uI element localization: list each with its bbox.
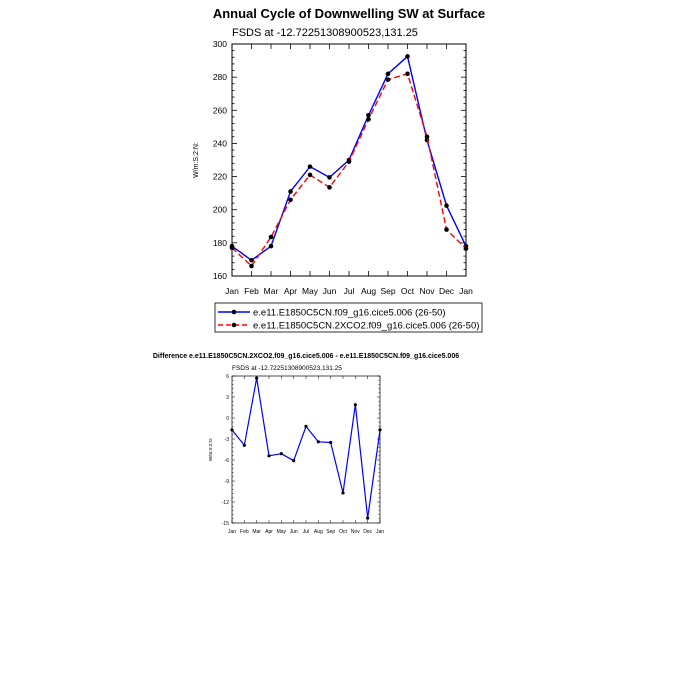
data-point [366,112,371,118]
y-tick-label: 160 [213,271,227,281]
data-point [307,172,313,178]
chart-title: Annual Cycle of Downwelling SW at Surfac… [213,6,485,21]
y-tick-label: 240 [213,138,227,148]
data-point [327,175,332,180]
x-tick-label: Dec [439,286,455,296]
data-point [307,164,313,169]
y-tick-label: 300 [213,39,227,49]
data-point [378,428,382,432]
data-point [279,452,283,456]
data-point [230,428,234,432]
x-tick-label: Feb [244,286,259,296]
x-tick-label: Jan [225,286,239,296]
data-point [255,376,259,380]
x-tick-label: Apr [284,286,297,296]
x-tick-label: Jan [459,286,473,296]
data-point [267,454,271,458]
y-axis-label: W/m:S:2:N: [193,142,200,178]
data-point [341,491,345,495]
data-point [366,117,371,122]
data-point [463,246,469,251]
data-point [444,227,449,232]
legend-label-1: e.e11.E1850C5CN.f09_g16.cice5.006 (26-50… [253,307,446,318]
x-tick-label: Jun [323,286,337,296]
x-tick-label: Sep [326,529,335,535]
data-point [366,516,370,520]
x-tick-label: Oct [339,529,347,535]
y-tick-label: 260 [213,105,227,115]
x-tick-label: Jan [376,529,384,535]
x-tick-label: Apr [265,529,273,535]
x-tick-label: May [302,286,319,296]
x-tick-label: Nov [351,529,360,535]
legend-marker [231,309,237,315]
y-tick-label: 0 [226,416,229,422]
data-point [353,403,357,407]
y-tick-label: -9 [225,479,230,485]
data-point [249,263,254,269]
legend-label-2: e.e11.E1850C5CN.2XCO2.f09_g16.cice5.006 … [253,320,479,331]
y-tick-label: 180 [213,238,227,248]
data-point [316,440,320,444]
data-point [385,77,391,82]
data-point [242,443,246,447]
x-tick-label: Jun [290,529,298,535]
data-point [268,234,274,240]
x-tick-label: Nov [419,286,435,296]
x-tick-label: May [277,529,287,535]
y-tick-label: 6 [226,374,229,380]
legend-marker [231,322,237,328]
x-tick-label: Mar [252,529,261,535]
data-point [229,245,235,251]
chart-subtitle: FSDS at -12.72251308900523,131.25 [232,27,418,39]
series-line-1 [231,377,381,519]
data-point [405,71,410,77]
x-tick-label: Jul [303,529,309,535]
data-point [249,257,254,263]
y-tick-label: 280 [213,72,227,82]
x-tick-label: Jan [228,529,236,535]
main-chart-legend: e.e11.E1850C5CN.f09_g16.cice5.006 (26-50… [214,302,483,333]
data-point [304,424,308,428]
y-tick-label: -12 [222,500,229,506]
data-point [268,243,274,249]
y-tick-label: 3 [226,395,229,401]
y-tick-label: -6 [225,458,230,464]
legend-box [214,302,483,333]
y-axis-label: W/m:S:2:N: [208,438,213,461]
data-point [327,185,332,190]
data-point [288,197,293,203]
difference-chart: Difference e.e11.E1850C5CN.2XCO2.f09_g16… [153,353,459,535]
data-point [346,159,352,164]
data-point [329,440,333,445]
data-point [288,189,293,194]
data-point [292,459,296,463]
x-tick-label: Jul [344,286,355,296]
chart-subtitle: FSDS at -12.72251308900523,131.25 [232,365,342,372]
x-tick-label: Mar [264,286,279,296]
x-tick-label: Aug [314,529,323,535]
x-tick-label: Dec [363,529,372,535]
x-tick-label: Sep [380,286,395,296]
data-point [405,54,410,59]
main-chart: Annual Cycle of Downwelling SW at Surfac… [193,6,485,296]
data-point [444,203,449,208]
y-tick-label: 200 [213,205,227,215]
series-line-2 [231,73,467,267]
x-tick-label: Oct [401,286,415,296]
y-tick-label: 220 [213,172,227,182]
x-tick-label: Aug [361,286,376,296]
data-point [424,134,430,140]
chart-title: Difference e.e11.E1850C5CN.2XCO2.f09_g16… [153,353,459,360]
plot-frame [231,375,381,524]
data-point [385,71,391,77]
y-tick-label: -3 [225,437,230,443]
y-tick-label: -15 [222,521,229,527]
x-tick-label: Feb [240,529,249,535]
